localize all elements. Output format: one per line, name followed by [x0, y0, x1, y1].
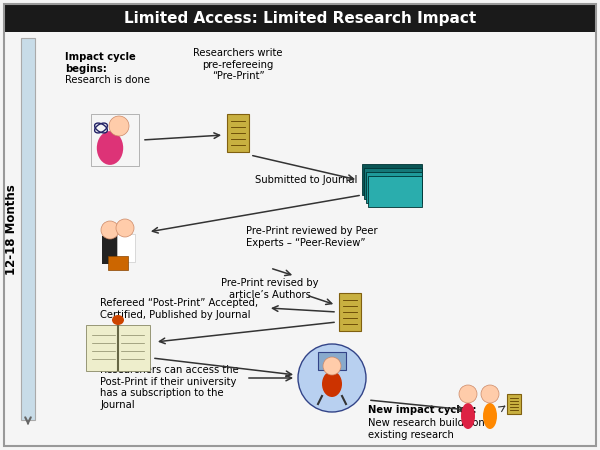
Text: Refereed “Post-Print” Accepted,
Certified, Published by Journal: Refereed “Post-Print” Accepted, Certifie…	[100, 298, 258, 320]
Text: Impact cycle
begins:: Impact cycle begins:	[65, 52, 136, 74]
Circle shape	[109, 116, 129, 136]
Bar	[4, 4, 596, 32]
Circle shape	[101, 221, 119, 239]
Ellipse shape	[97, 131, 123, 165]
Text: Research is done: Research is done	[65, 75, 150, 85]
FancyBboxPatch shape	[364, 168, 422, 199]
Ellipse shape	[322, 371, 342, 397]
Text: 12-18 Months: 12-18 Months	[5, 184, 19, 275]
Circle shape	[481, 385, 499, 403]
Ellipse shape	[112, 315, 124, 325]
Text: Researchers write
pre-refereeing
“Pre-Print”: Researchers write pre-refereeing “Pre-Pr…	[193, 48, 283, 81]
Bar	[339, 293, 361, 331]
Text: Researchers can access the
Post-Print if their university
has a subscription to : Researchers can access the Post-Print if…	[100, 365, 239, 410]
FancyBboxPatch shape	[362, 164, 422, 195]
Bar	[318, 352, 346, 370]
FancyBboxPatch shape	[368, 176, 422, 207]
Text: Pre-Print revised by
article’s Authors: Pre-Print revised by article’s Authors	[221, 278, 319, 300]
Circle shape	[459, 385, 477, 403]
Circle shape	[298, 344, 366, 412]
Bar	[108, 256, 128, 270]
Ellipse shape	[483, 403, 497, 429]
FancyBboxPatch shape	[86, 325, 119, 371]
Bar	[117, 234, 135, 262]
Bar	[21, 38, 35, 420]
Text: New research builds on
existing research: New research builds on existing research	[368, 418, 485, 440]
Text: Limited Access: Limited Research Impact: Limited Access: Limited Research Impact	[124, 10, 476, 26]
Bar	[102, 236, 119, 264]
Bar	[507, 394, 521, 414]
Bar	[227, 114, 249, 152]
FancyBboxPatch shape	[117, 325, 150, 371]
Text: New impact cycles:: New impact cycles:	[368, 405, 476, 415]
Circle shape	[323, 357, 341, 375]
Circle shape	[116, 219, 134, 237]
Text: Submitted to Journal: Submitted to Journal	[255, 175, 358, 185]
FancyBboxPatch shape	[366, 172, 422, 203]
Text: Pre-Print reviewed by Peer
Experts – “Peer-Review”: Pre-Print reviewed by Peer Experts – “Pe…	[246, 226, 377, 248]
Ellipse shape	[461, 403, 475, 429]
Bar	[91, 114, 139, 166]
